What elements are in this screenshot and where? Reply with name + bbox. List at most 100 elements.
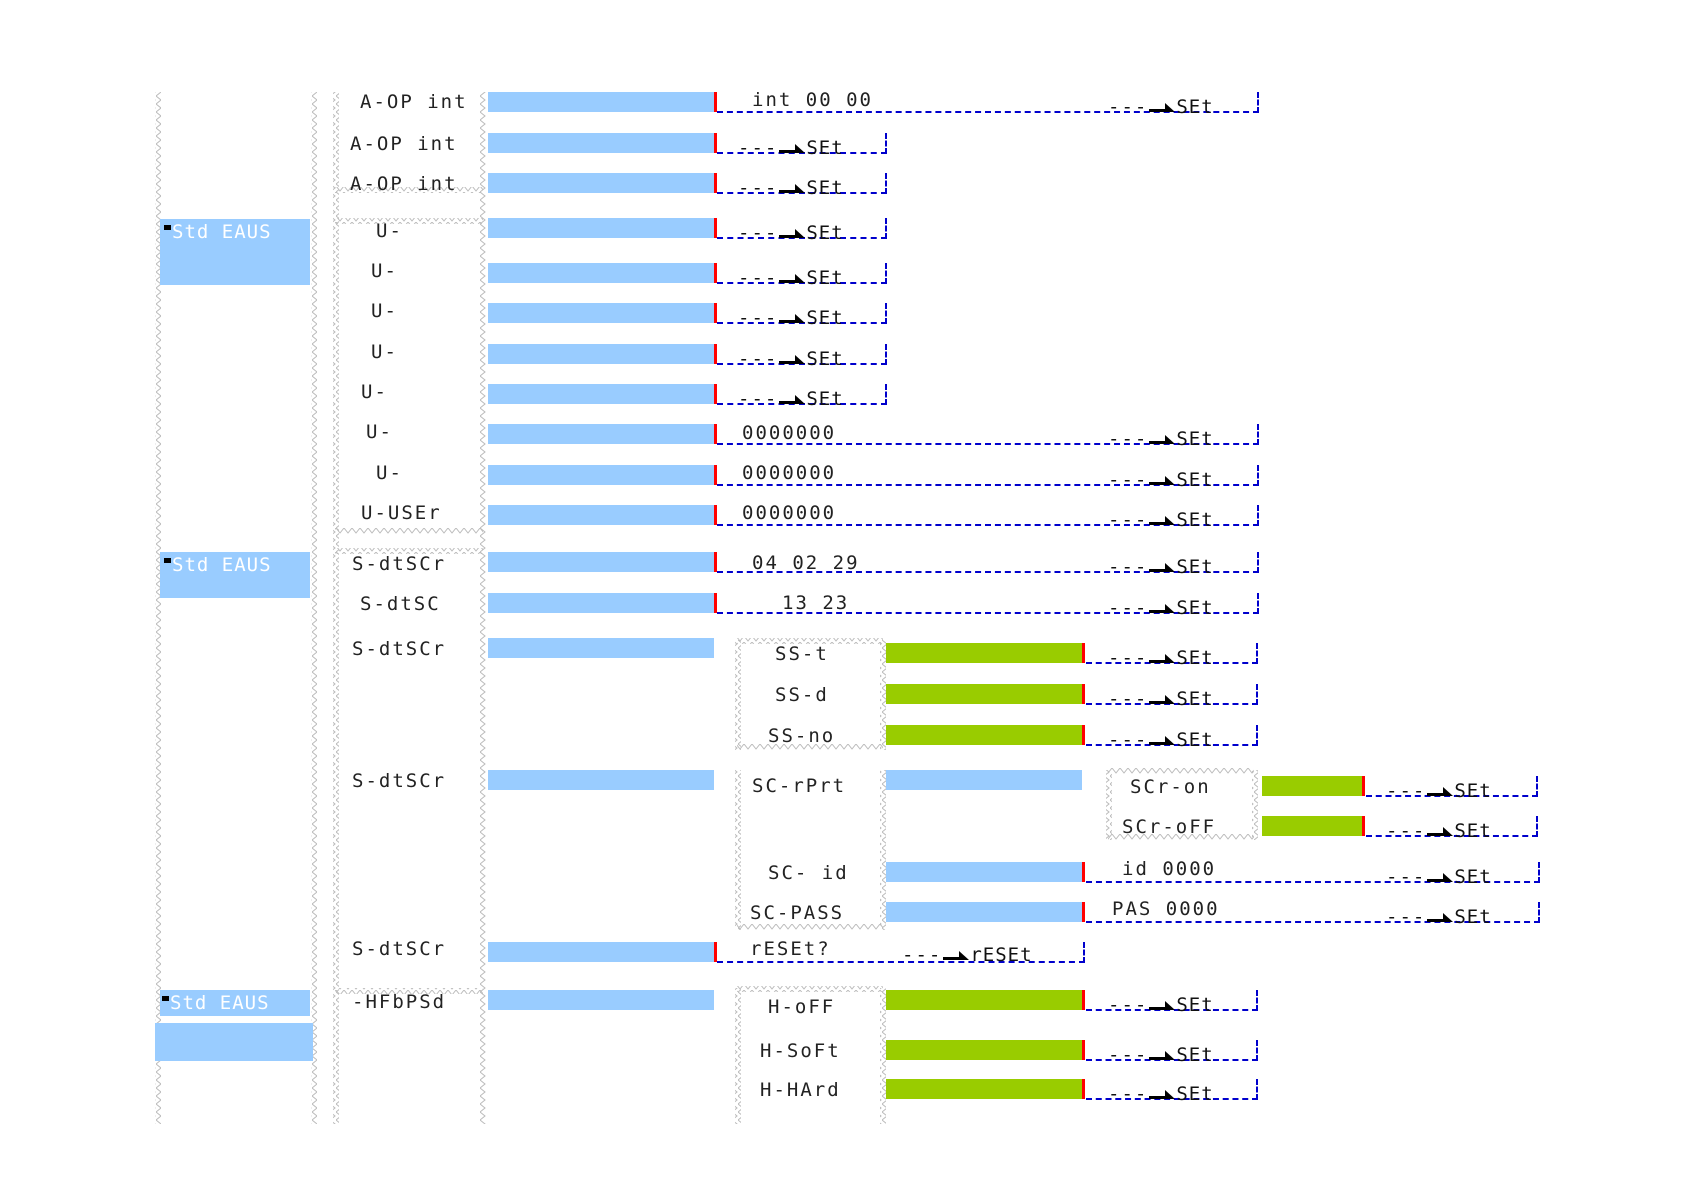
selection-line [717,344,887,365]
arrow-right-icon [1148,597,1176,619]
cursor-marker [1082,1040,1085,1060]
level1-item: S-dtSCr [352,770,447,792]
level1-group-top-3 [335,988,483,994]
selection-line [1086,643,1258,664]
set-action[interactable]: --- SEt [1108,729,1214,751]
root-column-right-edge [311,92,317,1124]
set-action[interactable]: --- SEt [1108,556,1214,578]
menu-bar[interactable] [488,552,717,572]
set-action[interactable]: --- SEt [738,388,844,410]
menu-bar[interactable] [488,218,717,238]
level2-group-c-right [880,988,886,1124]
arrow-right-icon [1426,780,1454,802]
set-action[interactable]: --- SEt [1108,688,1214,710]
set-action[interactable]: --- SEt [738,267,844,289]
set-action[interactable]: --- SEt [1108,1083,1214,1105]
cursor-marker [714,505,717,525]
level1-item: U- [376,220,403,242]
level2-group-b-bottom [737,924,883,930]
dash-text: --- [1108,1083,1149,1105]
set-action[interactable]: --- SEt [1386,820,1492,842]
action-label: SEt [1176,688,1214,710]
set-action[interactable]: --- SEt [1108,597,1214,619]
option-bar[interactable] [886,1040,1085,1060]
level1-group-bottom-2 [335,187,483,193]
arrow-right-icon [1426,906,1454,928]
reset-action[interactable]: --- rESEt [902,944,1033,966]
menu-bar[interactable] [488,303,717,323]
level1-item: S-dtSCr [352,938,447,960]
option-bar[interactable] [1262,776,1365,796]
menu-bar[interactable] [488,942,717,962]
set-action[interactable]: --- SEt [1108,96,1214,118]
menu-bar[interactable] [488,505,717,525]
selection-line [717,505,1259,526]
menu-bar[interactable] [488,593,717,613]
menu-bar[interactable] [488,465,717,485]
action-label: SEt [806,137,844,159]
set-action[interactable]: --- SEt [1108,647,1214,669]
arrow-right-icon [1148,647,1176,669]
level2-group-c-top [737,986,883,992]
option-bar[interactable] [1262,816,1365,836]
level1-item: S-dtSCr [352,638,447,660]
dash-text: --- [1386,820,1427,842]
value-date: 04 02 29 [752,552,860,574]
set-action[interactable]: --- SEt [1108,1044,1214,1066]
level2-group-c-left [735,988,741,1124]
set-action[interactable]: --- SEt [738,307,844,329]
root-label-2: Std EAUS [164,554,272,576]
arrow-right-icon [1148,509,1176,531]
set-action[interactable]: --- SEt [738,137,844,159]
set-action[interactable]: --- SEt [1108,428,1214,450]
option-bar[interactable] [886,770,1082,790]
set-action[interactable]: --- SEt [1108,509,1214,531]
set-action[interactable]: --- SEt [738,177,844,199]
option-bar[interactable] [886,862,1085,882]
option-bar[interactable] [886,1079,1085,1099]
dash-text: --- [1108,1044,1149,1066]
menu-bar[interactable] [488,384,717,404]
level2-item: SS-t [775,643,829,665]
option-bar[interactable] [886,643,1085,663]
menu-bar[interactable] [488,424,717,444]
menu-bar[interactable] [488,344,717,364]
option-bar[interactable] [886,990,1085,1010]
menu-bar[interactable] [488,990,714,1010]
set-action[interactable]: --- SEt [738,222,844,244]
set-action[interactable]: --- SEt [1386,906,1492,928]
dash-text: --- [738,348,779,370]
option-bar[interactable] [886,725,1085,745]
value-time: 13 23 [782,592,850,614]
dash-text: --- [738,222,779,244]
set-action[interactable]: --- SEt [738,348,844,370]
menu-bar[interactable] [488,173,717,193]
selection-line [717,384,887,405]
menu-bar[interactable] [488,638,714,658]
menu-bar[interactable] [488,770,714,790]
option-bar[interactable] [886,902,1085,922]
action-label: SEt [1176,509,1214,531]
set-action[interactable]: --- SEt [1386,866,1492,888]
menu-bar[interactable] [488,133,717,153]
level1-item: U-USEr [361,502,442,524]
selection-line [1086,990,1258,1011]
option-bar[interactable] [886,684,1085,704]
level1-group-top [335,218,483,224]
selection-line [1086,1040,1258,1061]
root-box-3-lower [155,1023,313,1061]
menu-bar[interactable] [488,263,717,283]
menu-bar[interactable] [488,92,717,112]
arrow-right-icon [778,222,806,244]
root-label-3: Std EAUS [162,992,270,1014]
set-action[interactable]: --- SEt [1108,469,1214,491]
selection-line [717,593,1259,614]
action-label: SEt [806,307,844,329]
selection-line [1086,902,1540,923]
cursor-marker [714,303,717,323]
level3-group-right [1252,770,1258,840]
set-action[interactable]: --- SEt [1386,780,1492,802]
arrow-right-icon [1148,1083,1176,1105]
set-action[interactable]: --- SEt [1108,994,1214,1016]
